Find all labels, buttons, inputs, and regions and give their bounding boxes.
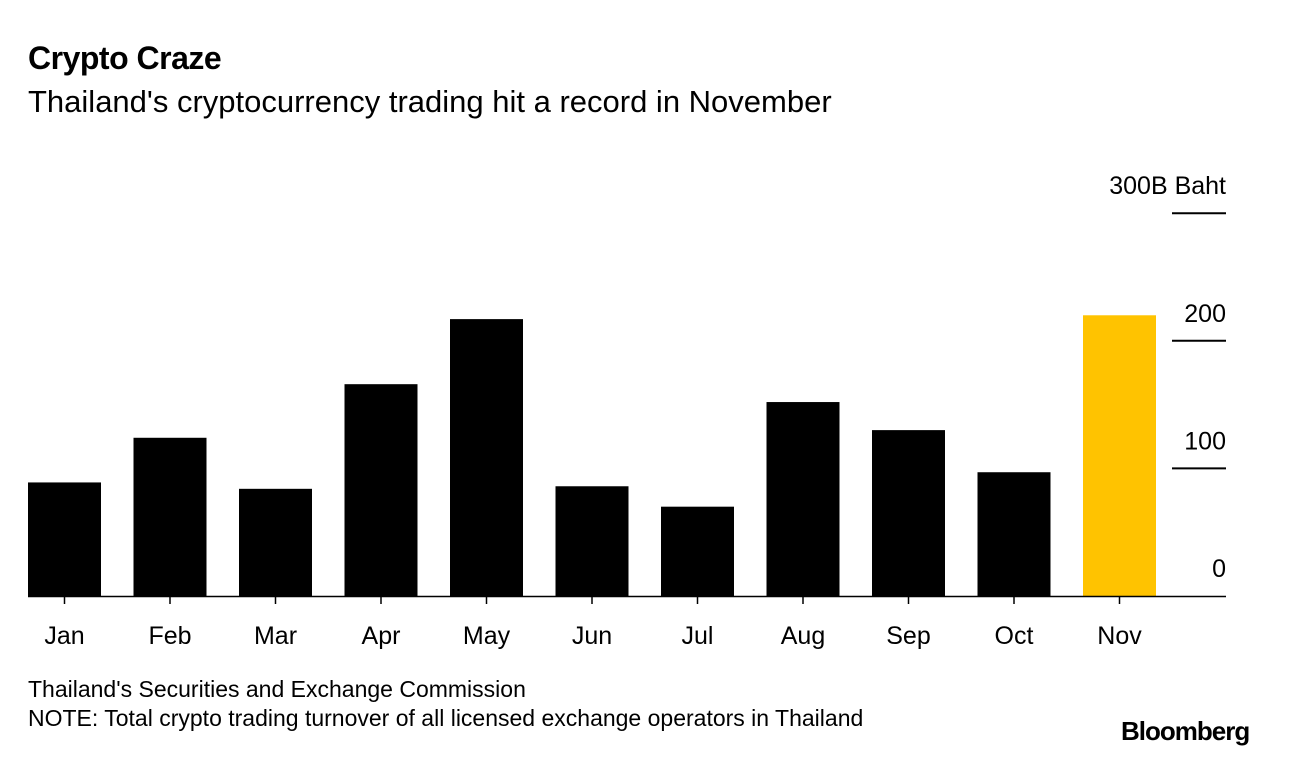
bar-chart: Jan Feb Mar Apr May Jun Jul Aug Sep Oct Nov 0 100 200…	[28, 172, 1226, 650]
x-tick-label-jan: Jan	[44, 622, 84, 650]
bar-aug	[766, 402, 840, 596]
x-tick-label-mar: Mar	[254, 622, 297, 650]
bar-sep	[872, 430, 945, 596]
bar-jan	[28, 482, 101, 596]
x-tick-label-nov: Nov	[1097, 622, 1142, 650]
bar-may	[450, 319, 523, 596]
source-text: Thailand's Securities and Exchange Commi…	[28, 676, 526, 702]
bar-jul	[661, 506, 734, 596]
bar-mar	[239, 488, 312, 596]
x-tick-label-oct: Oct	[995, 622, 1034, 650]
y-tick-label-100: 100	[1184, 427, 1226, 455]
chart-subtitle: Thailand's cryptocurrency trading hit a …	[28, 84, 832, 119]
y-tick-label-200: 200	[1184, 300, 1226, 328]
x-tick-label-aug: Aug	[781, 622, 825, 650]
bar-jun	[555, 486, 629, 596]
x-tick-label-apr: Apr	[362, 622, 401, 650]
bar-nov	[1083, 315, 1156, 596]
x-tick-label-feb: Feb	[148, 622, 191, 650]
bar-oct	[977, 472, 1051, 596]
bar-feb	[133, 437, 207, 596]
x-tick-label-may: May	[463, 622, 511, 650]
bloomberg-logo: Bloomberg	[1121, 716, 1250, 746]
x-tick-label-jun: Jun	[572, 622, 612, 650]
y-tick-label-0: 0	[1212, 555, 1226, 583]
y-tick-label-300: 300B Baht	[1109, 172, 1226, 200]
x-tick-label-jul: Jul	[682, 622, 714, 650]
note-text: NOTE: Total crypto trading turnover of a…	[28, 705, 864, 731]
bar-apr	[344, 384, 418, 596]
x-tick-label-sep: Sep	[886, 622, 930, 650]
chart-title: Crypto Craze	[28, 40, 222, 76]
